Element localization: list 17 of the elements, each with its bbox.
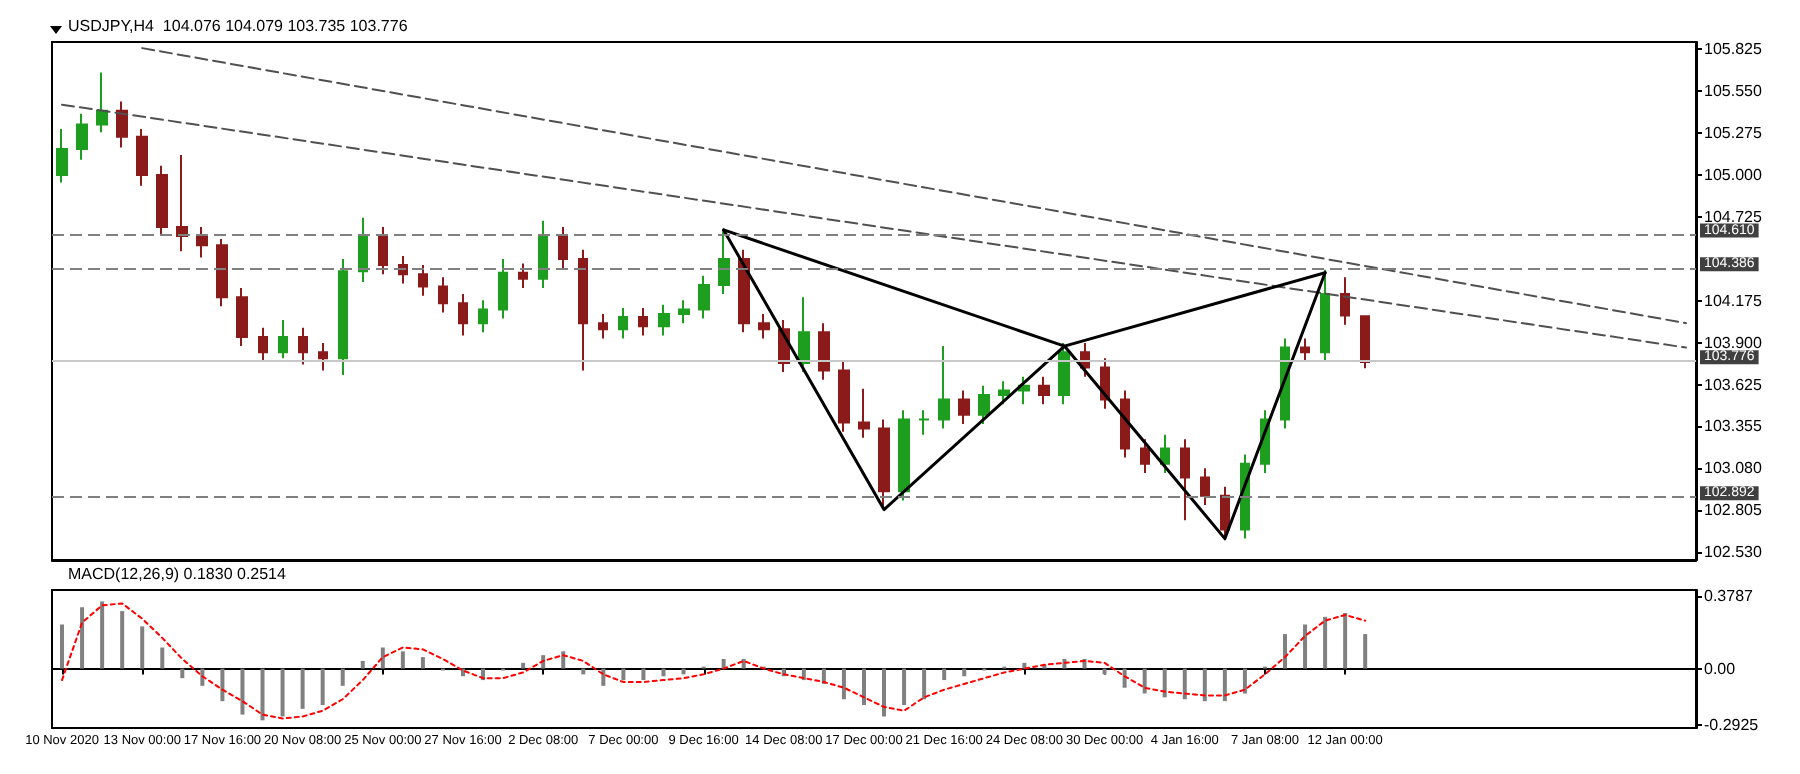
- y-tick-label: 105.000: [1704, 165, 1763, 184]
- chart-title: USDJPY,H4 104.076 104.079 103.735 103.776: [68, 17, 409, 35]
- y-tick-label: 103.900: [1704, 334, 1763, 353]
- y-tick-label: 103.080: [1704, 459, 1763, 478]
- y-tick-label: 0.3787: [1704, 587, 1755, 605]
- y-tick-label: 102.530: [1704, 543, 1763, 562]
- y-tick-label: 0.00: [1704, 659, 1737, 678]
- y-tick-label: 103.625: [1704, 376, 1763, 395]
- y-tick-label: 103.355: [1704, 417, 1763, 436]
- y-tick-label: -0.2925: [1704, 715, 1760, 734]
- y-tick-label: 102.805: [1704, 501, 1763, 520]
- y-tick-label: 104.175: [1704, 292, 1763, 310]
- y-tick-label: 105.825: [1704, 39, 1763, 58]
- y-tick-label: 105.550: [1704, 81, 1763, 100]
- y-tick-label: 105.275: [1704, 123, 1763, 142]
- chart-title: MACD(12,26,9) 0.1830 0.2514: [68, 565, 288, 583]
- y-tick-label: 104.725: [1704, 207, 1763, 226]
